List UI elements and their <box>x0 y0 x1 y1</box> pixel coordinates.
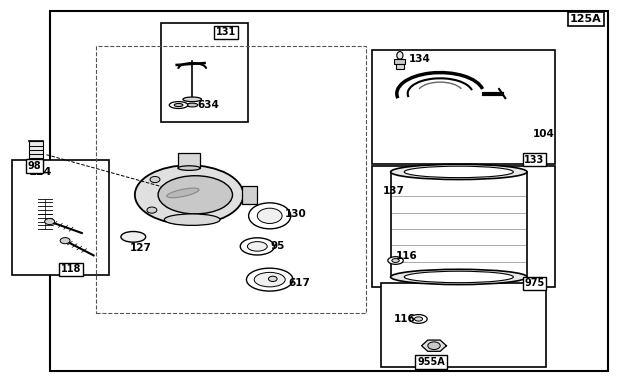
Bar <box>396 59 404 69</box>
Bar <box>372 166 555 286</box>
Ellipse shape <box>392 259 399 262</box>
Bar <box>394 59 405 64</box>
Ellipse shape <box>388 257 403 264</box>
Text: 127: 127 <box>130 243 152 253</box>
Text: 125A: 125A <box>570 14 602 24</box>
Ellipse shape <box>254 272 285 287</box>
Circle shape <box>268 276 277 282</box>
Text: 137: 137 <box>383 186 404 196</box>
Text: 130: 130 <box>285 209 307 219</box>
Circle shape <box>150 176 160 183</box>
Ellipse shape <box>404 271 513 283</box>
Ellipse shape <box>391 269 527 285</box>
Text: 134: 134 <box>409 54 431 64</box>
Bar <box>12 160 108 275</box>
Ellipse shape <box>183 97 202 102</box>
Polygon shape <box>422 340 446 351</box>
Text: 95: 95 <box>271 241 285 251</box>
Ellipse shape <box>397 52 403 59</box>
Ellipse shape <box>135 165 243 224</box>
Ellipse shape <box>249 203 291 229</box>
Ellipse shape <box>391 164 527 180</box>
Ellipse shape <box>246 268 293 291</box>
Bar <box>29 141 43 163</box>
Bar <box>242 186 257 204</box>
Text: 634: 634 <box>197 100 219 110</box>
Ellipse shape <box>247 242 267 251</box>
Ellipse shape <box>169 102 188 108</box>
Text: 98: 98 <box>27 161 41 171</box>
Bar <box>178 153 200 168</box>
Ellipse shape <box>187 103 198 107</box>
Text: eReplacementParts.com: eReplacementParts.com <box>230 185 390 197</box>
Ellipse shape <box>167 188 199 198</box>
Ellipse shape <box>404 166 513 178</box>
Ellipse shape <box>158 176 232 214</box>
Text: 133: 133 <box>525 155 544 165</box>
Ellipse shape <box>174 104 183 107</box>
Text: 116: 116 <box>396 251 417 261</box>
Circle shape <box>60 238 70 244</box>
Bar <box>372 50 555 164</box>
Text: 118: 118 <box>61 264 81 274</box>
Text: 955A: 955A <box>417 357 445 367</box>
Ellipse shape <box>121 231 146 242</box>
Text: 617: 617 <box>288 278 310 288</box>
Bar <box>161 23 248 122</box>
Ellipse shape <box>178 166 200 170</box>
Ellipse shape <box>257 208 282 223</box>
Bar <box>96 46 366 313</box>
Circle shape <box>428 342 440 350</box>
Bar <box>381 283 546 367</box>
Text: 124: 124 <box>29 167 53 177</box>
Ellipse shape <box>241 238 275 255</box>
Ellipse shape <box>410 315 427 323</box>
Text: 975: 975 <box>525 278 544 288</box>
Ellipse shape <box>415 317 423 321</box>
Circle shape <box>147 207 157 213</box>
Text: 104: 104 <box>533 129 555 139</box>
Circle shape <box>45 219 55 225</box>
Text: 116: 116 <box>394 314 415 324</box>
Ellipse shape <box>164 214 220 225</box>
Text: 131: 131 <box>216 28 236 37</box>
